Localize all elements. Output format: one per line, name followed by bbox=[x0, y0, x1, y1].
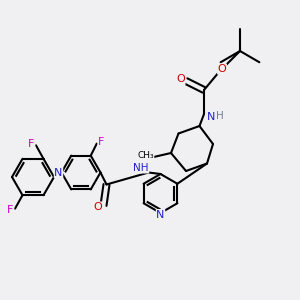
Text: F: F bbox=[98, 137, 104, 147]
Text: CH₃: CH₃ bbox=[137, 152, 154, 160]
Text: N: N bbox=[156, 209, 165, 220]
Text: O: O bbox=[93, 202, 102, 212]
Text: F: F bbox=[7, 205, 14, 215]
Text: O: O bbox=[218, 64, 226, 74]
Text: N: N bbox=[54, 167, 63, 178]
Text: H: H bbox=[216, 111, 224, 122]
Text: NH: NH bbox=[133, 163, 149, 173]
Text: O: O bbox=[176, 74, 185, 85]
Text: F: F bbox=[28, 139, 35, 149]
Text: N: N bbox=[207, 112, 216, 122]
